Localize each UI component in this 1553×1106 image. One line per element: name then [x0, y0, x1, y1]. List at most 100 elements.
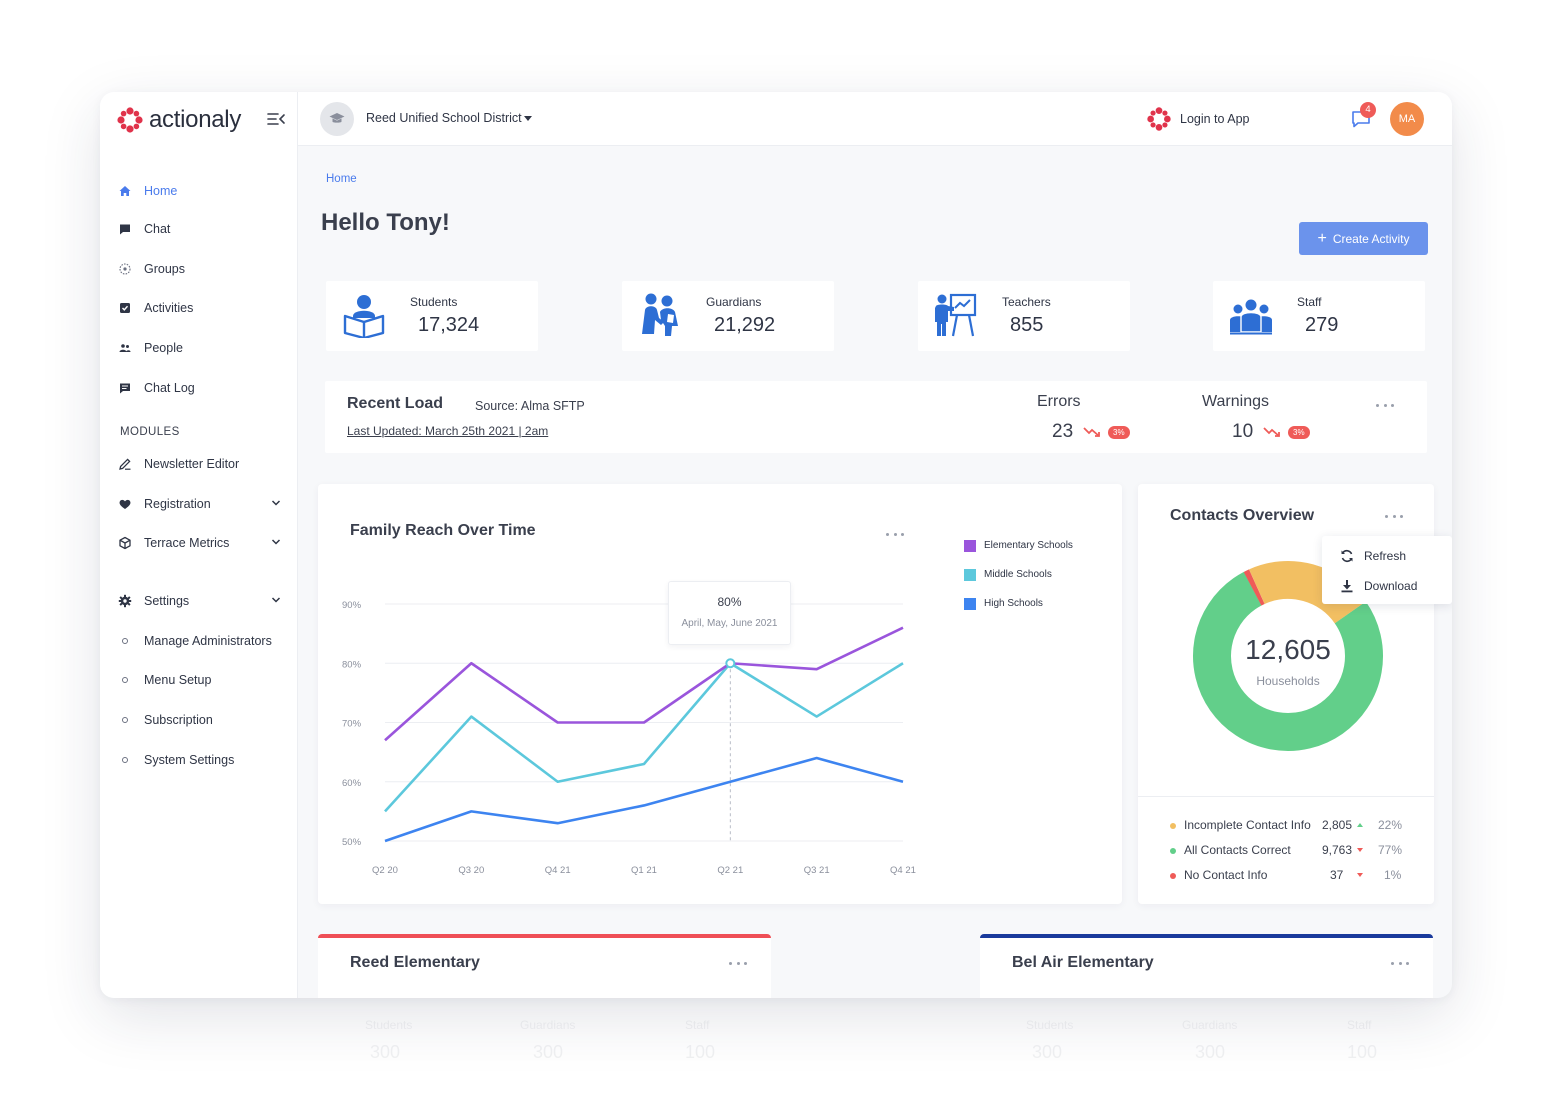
legend-label: High Schools	[984, 598, 1043, 609]
reflection-value: 300	[370, 1042, 401, 1062]
y-tick-label: 60%	[342, 778, 362, 789]
status-dot	[1170, 823, 1176, 829]
login-to-app-link[interactable]: Login to App	[1146, 106, 1250, 132]
sidebar-item-subscription[interactable]: Subscription	[100, 705, 298, 735]
more-options-icon[interactable]	[1376, 402, 1394, 408]
more-options-icon[interactable]	[1391, 960, 1409, 966]
sidebar-item-label: Subscription	[144, 713, 213, 727]
sidebar-item-home[interactable]: Home	[100, 176, 298, 206]
warnings-change-badge: 3%	[1288, 426, 1310, 439]
refresh-label: Refresh	[1364, 549, 1407, 563]
sidebar-item-registration[interactable]: Registration	[100, 489, 298, 519]
contact-row-label: No Contact Info	[1184, 868, 1268, 882]
stat-value: 21,292	[714, 314, 776, 336]
sidebar-item-manage-administrators[interactable]: Manage Administrators	[100, 626, 298, 656]
student-reading-icon	[343, 295, 385, 338]
legend-swatch	[964, 568, 976, 581]
hover-point	[725, 658, 736, 669]
reflection-value: 100	[685, 1042, 716, 1062]
more-options-icon[interactable]	[1385, 513, 1403, 519]
sidebar-item-terrace-metrics[interactable]: Terrace Metrics	[100, 528, 298, 558]
tooltip-label: April, May, June 2021	[681, 618, 778, 629]
contact-row: All Contacts Correct 9,763 77%	[1170, 843, 1420, 861]
legend-swatch	[964, 597, 976, 610]
tooltip-value: 80%	[717, 595, 742, 609]
sidebar-item-label: People	[144, 341, 183, 355]
contact-row-percent: 1%	[1384, 868, 1402, 882]
activities-icon	[120, 303, 130, 313]
trend-up-icon	[1357, 823, 1363, 827]
reflection-label: Guardians	[1182, 1018, 1238, 1032]
sidebar-item-people[interactable]: People	[100, 333, 298, 363]
sidebar-item-menu-setup[interactable]: Menu Setup	[100, 665, 298, 695]
download-label: Download	[1364, 579, 1418, 593]
reflection-value: 100	[1347, 1042, 1378, 1062]
app-window: actionaly Home Chat Groups Act	[100, 92, 1452, 998]
sidebar-item-newsletter-editor[interactable]: Newsletter Editor	[100, 449, 298, 479]
contact-row: No Contact Info 37 1%	[1170, 868, 1420, 886]
reflection: Students Guardians Staff 300 300 100 Stu…	[100, 1000, 1452, 1100]
teacher-board-icon	[935, 293, 977, 337]
sidebar-item-system-settings[interactable]: System Settings	[100, 745, 298, 775]
reflection-label: Guardians	[520, 1018, 576, 1032]
x-tick-label: Q3 20	[458, 865, 484, 876]
y-tick-label: 50%	[342, 837, 362, 848]
sidebar-item-groups[interactable]: Groups	[100, 254, 298, 284]
series-line	[384, 626, 904, 742]
stat-value: 279	[1305, 314, 1339, 336]
last-updated-link[interactable]: Last Updated: March 25th 2021 | 2am	[347, 424, 549, 438]
contacts-donut-chart	[1193, 561, 1383, 751]
sidebar-item-chat[interactable]: Chat	[100, 214, 298, 244]
district-avatar[interactable]	[320, 102, 354, 136]
refresh-icon	[1341, 550, 1353, 562]
contact-row-value: 2,805	[1322, 818, 1353, 832]
heart-icon	[119, 499, 131, 509]
more-options-icon[interactable]	[729, 960, 747, 966]
contact-row-label: Incomplete Contact Info	[1184, 818, 1311, 832]
district-selector[interactable]: Reed Unified School District	[366, 111, 522, 125]
family-reach-line-chart: 90% 80% 70% 60% 50% Q2 20 Q3 20 Q4 21 Q1 21 Q2 21…	[342, 600, 916, 876]
sidebar-item-settings[interactable]: Settings	[100, 586, 298, 616]
sidebar-item-label: Groups	[144, 262, 185, 276]
collapse-menu-icon[interactable]	[266, 110, 286, 128]
sidebar-item-activities[interactable]: Activities	[100, 293, 298, 323]
x-tick-label: Q2 21	[717, 865, 743, 876]
brand[interactable]: actionaly	[116, 106, 241, 134]
create-activity-label: Create Activity	[1332, 231, 1410, 246]
sidebar-item-label: Menu Setup	[144, 673, 212, 687]
caret-down-icon[interactable]	[524, 116, 532, 121]
series-line	[384, 661, 904, 813]
chevron-down-icon[interactable]	[270, 497, 282, 509]
recent-load-title: Recent Load	[347, 395, 444, 412]
legend-label: Middle Schools	[984, 569, 1052, 580]
trending-down-icon	[1263, 427, 1280, 437]
legend-item[interactable]: High Schools	[964, 589, 1073, 618]
page-title: Hello Tony!	[321, 209, 450, 236]
breadcrumb[interactable]: Home	[326, 173, 357, 185]
stat-label: Students	[410, 295, 458, 309]
reflection-value: 300	[533, 1042, 564, 1062]
school-card-reed: Reed Elementary	[318, 934, 771, 998]
chevron-down-icon[interactable]	[270, 536, 282, 548]
graduation-cap-icon	[329, 113, 345, 123]
legend-label: Elementary Schools	[984, 540, 1073, 551]
cube-icon	[119, 536, 131, 550]
user-avatar[interactable]: MA	[1390, 102, 1424, 136]
stat-label: Teachers	[1002, 295, 1051, 309]
sidebar-item-chat-log[interactable]: Chat Log	[100, 373, 298, 403]
sidebar-item-label: System Settings	[144, 753, 235, 767]
chevron-down-icon[interactable]	[270, 594, 282, 606]
sidebar-item-label: Home	[144, 184, 178, 198]
sidebar-item-label: Registration	[144, 497, 211, 511]
stat-value: 17,324	[418, 314, 480, 336]
contacts-options-menu: Refresh Download	[1322, 536, 1452, 604]
create-activity-button[interactable]: + Create Activity	[1299, 222, 1428, 255]
download-menu-item[interactable]: Download	[1322, 571, 1452, 601]
school-title: Reed Elementary	[350, 954, 480, 971]
errors-change-badge: 3%	[1108, 426, 1130, 439]
more-options-icon[interactable]	[886, 531, 904, 537]
refresh-menu-item[interactable]: Refresh	[1322, 541, 1452, 571]
stat-card-teachers: Teachers 855	[918, 281, 1130, 351]
legend-item[interactable]: Elementary Schools	[964, 531, 1073, 560]
legend-item[interactable]: Middle Schools	[964, 560, 1073, 589]
